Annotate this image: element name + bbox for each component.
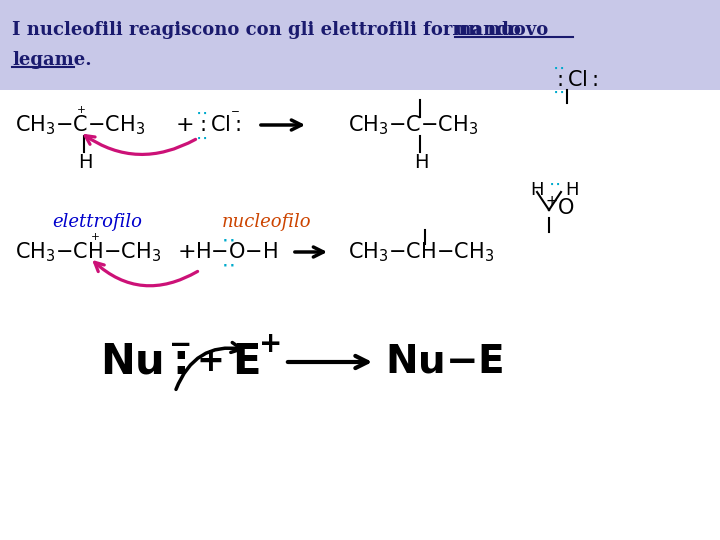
Text: $\mathrm{CH_3{-}C{-}CH_3}$: $\mathrm{CH_3{-}C{-}CH_3}$ bbox=[348, 113, 478, 137]
Text: $\mathbf{\cdot\cdot}$: $\mathbf{\cdot\cdot}$ bbox=[222, 233, 235, 246]
Text: $\mathbf{\cdot\cdot}$: $\mathbf{\cdot\cdot}$ bbox=[196, 133, 207, 143]
Text: $\mathrm{H}$: $\mathrm{H}$ bbox=[78, 154, 93, 172]
Text: $\mathrm{CH_3{-}C{-}CH_3}$: $\mathrm{CH_3{-}C{-}CH_3}$ bbox=[15, 113, 145, 137]
Text: $\mathrm{:Cl:}$: $\mathrm{:Cl:}$ bbox=[195, 115, 241, 135]
Text: $\mathbf{Nu{-}E}$: $\mathbf{Nu{-}E}$ bbox=[385, 343, 503, 381]
Text: $^+\!\mathrm{O}$: $^+\!\mathrm{O}$ bbox=[542, 195, 575, 219]
Text: $\mathbf{Nu:}$: $\mathbf{Nu:}$ bbox=[100, 341, 186, 383]
Text: $+$: $+$ bbox=[177, 241, 195, 263]
Text: nucleofilo: nucleofilo bbox=[222, 213, 312, 231]
Text: $\mathrm{H}$: $\mathrm{H}$ bbox=[414, 154, 428, 172]
FancyBboxPatch shape bbox=[0, 0, 720, 90]
Text: $^+$: $^+$ bbox=[74, 106, 86, 120]
Text: I nucleofili reagiscono con gli elettrofili formando: I nucleofili reagiscono con gli elettrof… bbox=[12, 21, 527, 39]
Text: $+$: $+$ bbox=[175, 114, 193, 136]
Text: $\mathbf{-}$: $\mathbf{-}$ bbox=[168, 330, 190, 357]
Text: $\mathbf{\cdot\cdot}$: $\mathbf{\cdot\cdot}$ bbox=[222, 259, 235, 272]
Text: $\mathbf{\cdot\cdot}$: $\mathbf{\cdot\cdot}$ bbox=[553, 87, 564, 97]
Text: $\mathrm{H{-}O{-}H}$: $\mathrm{H{-}O{-}H}$ bbox=[195, 242, 278, 262]
Text: $\mathrm{CH_3{-}CH{-}CH_3}$: $\mathrm{CH_3{-}CH{-}CH_3}$ bbox=[15, 240, 161, 264]
Text: $\mathbf{E}$: $\mathbf{E}$ bbox=[232, 341, 259, 383]
Text: elettrofilo: elettrofilo bbox=[52, 213, 142, 231]
Text: $\mathrm{CH_3{-}CH{-}CH_3}$: $\mathrm{CH_3{-}CH{-}CH_3}$ bbox=[348, 240, 494, 264]
Text: $\mathrm{H}$: $\mathrm{H}$ bbox=[565, 181, 579, 199]
Text: $^-$: $^-$ bbox=[228, 109, 240, 123]
Text: $\mathbf{+}$: $\mathbf{+}$ bbox=[258, 330, 280, 357]
Text: $\mathrm{:Cl:}$: $\mathrm{:Cl:}$ bbox=[552, 70, 598, 90]
Text: $^+$: $^+$ bbox=[88, 233, 100, 247]
Text: $\mathbf{\cdot\cdot}$: $\mathbf{\cdot\cdot}$ bbox=[553, 63, 564, 73]
Text: legame.: legame. bbox=[12, 51, 91, 69]
Text: $\mathbf{\cdot\cdot}$: $\mathbf{\cdot\cdot}$ bbox=[196, 108, 207, 118]
Text: $\mathrm{H}$: $\mathrm{H}$ bbox=[530, 181, 544, 199]
Text: $\mathbf{+}$: $\mathbf{+}$ bbox=[196, 346, 222, 378]
Text: un nuovo: un nuovo bbox=[455, 21, 548, 39]
Text: $\mathbf{\cdot\cdot}$: $\mathbf{\cdot\cdot}$ bbox=[549, 179, 560, 189]
